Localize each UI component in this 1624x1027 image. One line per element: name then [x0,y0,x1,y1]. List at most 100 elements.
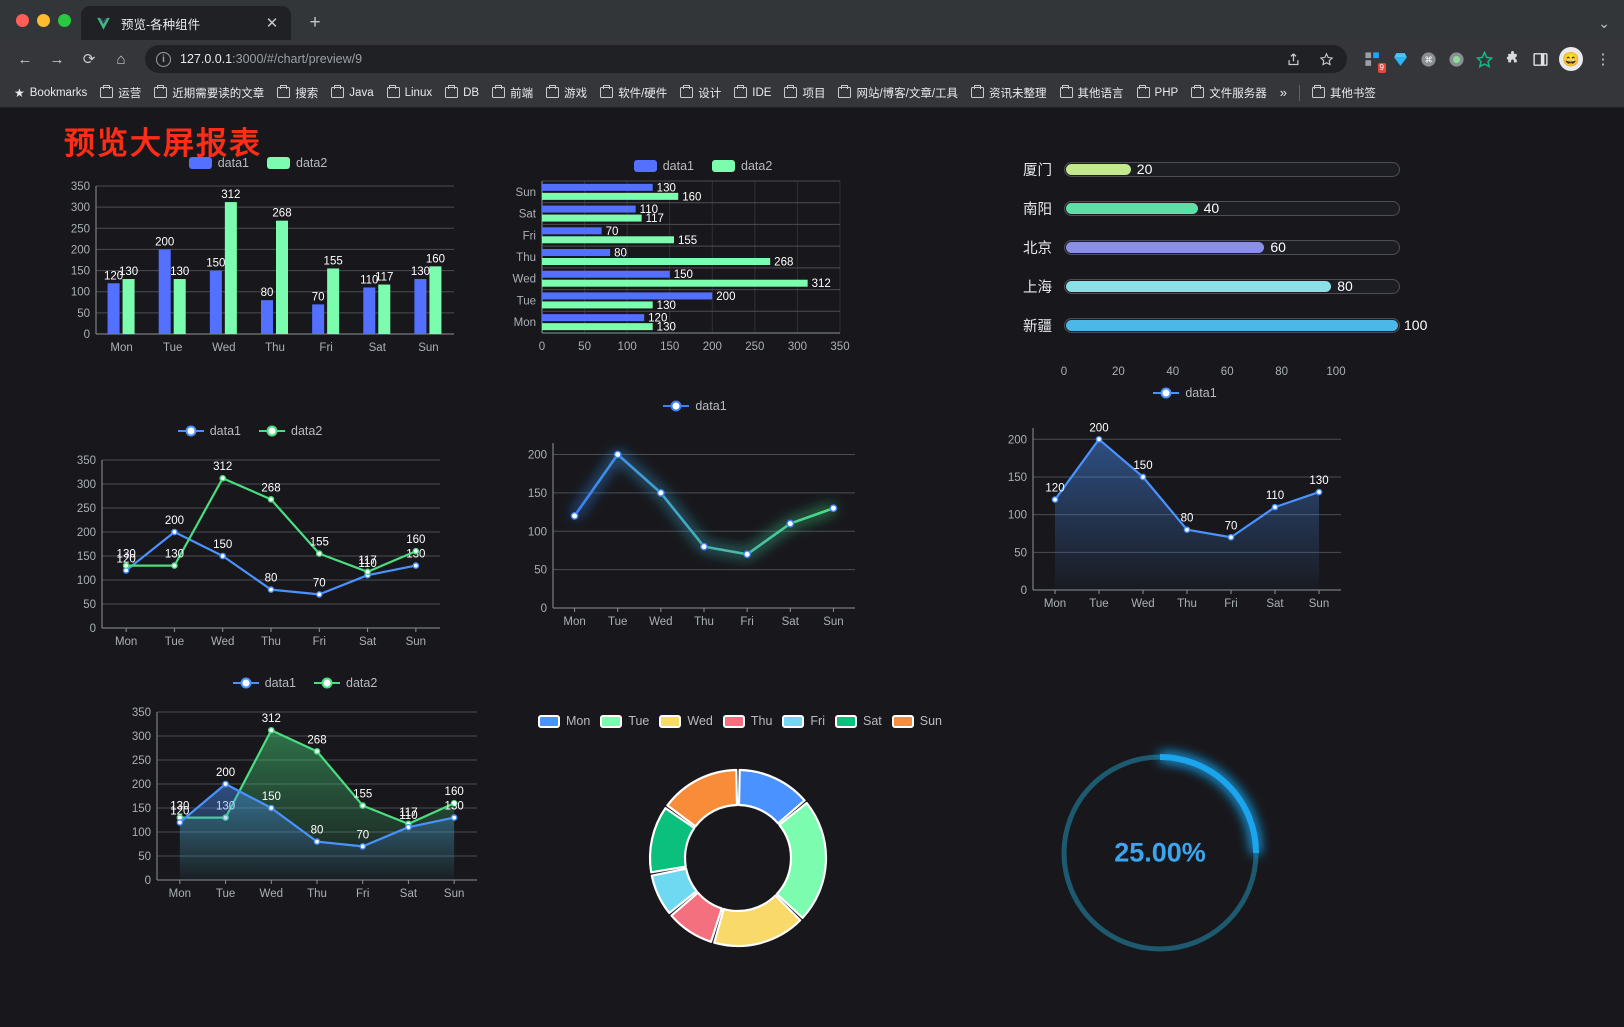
axis-tick-label: 0 [90,623,96,635]
data-label: 200 [155,236,174,248]
area-dual-plot: 0 50 100 150 200 250 300 350 Mon Tue Wed Thu Fri Sat S… [132,707,477,900]
green-circle-icon[interactable] [1447,50,1466,69]
bookmark-folder-item[interactable]: 资讯未整理 [965,82,1053,104]
diamond-icon[interactable] [1391,50,1410,69]
legend-item-data1[interactable]: data1 [663,399,727,413]
bookmark-folder-item[interactable]: PHP [1131,84,1185,102]
area-fill [179,784,455,880]
legend-item-data1[interactable]: data1 [633,159,694,173]
progress-row: 南阳 40 [1000,195,1400,221]
bookmark-folder-item[interactable]: 设计 [674,82,727,104]
close-window-button[interactable] [16,13,29,27]
axis-tick-label: Sun [823,616,843,628]
bookmarks-overflow-button[interactable]: » [1279,85,1287,100]
bookmark-folder-item[interactable]: 网站/博客/文章/工具 [832,82,964,104]
progress-track[interactable]: 100 [1064,317,1427,333]
address-bar[interactable]: i 127.0.0.1:3000/#/chart/preview/9 [145,45,1347,73]
axis-tick-label: 300 [71,202,90,214]
folder-icon [1191,85,1205,98]
legend-item-data2[interactable]: data2 [314,676,377,690]
star-outline-green-icon[interactable] [1475,50,1494,69]
pie-slice-mon[interactable] [737,768,806,825]
avatar[interactable]: 😄 [1559,47,1583,71]
folder-icon [784,85,798,98]
legend-item-data2[interactable]: data2 [267,156,327,170]
axis-tick-label: 100 [77,575,96,587]
puzzle-piece-icon[interactable] [1503,50,1522,69]
legend-item-wed[interactable]: Wed [659,714,713,728]
new-tab-button[interactable]: + [309,12,321,33]
bookmark-folder-item[interactable]: 运营 [94,82,147,104]
bookmark-folder-item[interactable]: 近期需要读的文章 [148,82,270,104]
axis-tick-label: 200 [703,341,722,353]
extensions-puzzle-grid-icon[interactable]: 9 [1363,50,1386,73]
chevron-down-icon[interactable]: ⌄ [1598,15,1610,31]
bookmark-folder-item[interactable]: DB [439,84,485,102]
axis-tick-label: Sat [782,616,800,628]
bookmark-folder-item[interactable]: 其他语言 [1054,82,1130,104]
site-info-icon[interactable]: i [156,51,171,67]
bookmark-folder-item[interactable]: 前端 [486,82,539,104]
legend-item-sun[interactable]: Sun [891,714,942,728]
maximize-window-button[interactable] [58,13,71,27]
bookmark-folder-item[interactable]: 文件服务器 [1185,82,1273,104]
axis-tick-label: Thu [307,888,327,900]
pie-slice-sat[interactable] [648,807,696,874]
axis-tick-label: Mon [514,317,536,329]
folder-icon [492,85,506,98]
folder-icon [680,85,694,98]
data-label: 117 [358,555,376,567]
pie-slice-thu[interactable] [670,891,723,943]
bookmark-folder-item[interactable]: Java [325,84,379,102]
page-title: 预览大屏报表 [64,126,262,161]
bookmark-folder-label: 项目 [802,87,826,100]
legend-item-data2[interactable]: data2 [259,424,322,438]
minimize-window-button[interactable] [37,13,50,27]
browser-tab[interactable]: 预览-各种组件 ✕ [81,6,291,40]
progress-track[interactable]: 20 [1064,161,1400,177]
pie-slice-sun[interactable] [666,768,739,828]
bar [542,323,653,331]
legend-item-fri[interactable]: Fri [782,714,825,728]
sidebar-panel-icon[interactable] [1531,50,1550,69]
progress-track[interactable]: 60 [1064,239,1400,255]
command-circle-icon[interactable]: ⌘ [1419,50,1438,69]
pie-slice-tue[interactable] [775,801,828,919]
data-point [1139,473,1147,481]
legend-item-data1[interactable]: data1 [188,156,249,170]
bookmark-folder-item[interactable]: Linux [381,84,439,102]
bookmark-folder-item[interactable]: 项目 [778,82,831,104]
bookmarks-manager-item[interactable]: ★ Bookmarks [8,83,93,103]
legend-item-data1[interactable]: data1 [232,676,296,690]
other-bookmarks-item[interactable]: 其他书签 [1306,82,1382,104]
legend-item-tue[interactable]: Tue [600,714,649,728]
close-icon[interactable]: ✕ [265,15,279,32]
share-icon[interactable] [1278,44,1308,74]
bookmark-folder-item[interactable]: 游戏 [540,82,593,104]
axis-tick-label: 100 [71,287,90,299]
browser-menu-icon[interactable]: ⋮ [1595,51,1611,68]
axis-tick-label: 100 [132,827,151,839]
home-icon[interactable]: ⌂ [116,50,126,68]
progress-track[interactable]: 40 [1064,200,1400,216]
pie-slice-fri[interactable] [650,867,698,915]
axis-tick-label: Mon [1044,598,1066,610]
bar [363,287,376,334]
legend-item-mon[interactable]: Mon [537,714,590,728]
legend-item-data1[interactable]: data1 [177,424,241,438]
bookmark-folder-item[interactable]: 软件/硬件 [594,82,673,104]
data-point [829,504,838,513]
bookmark-folder-item[interactable]: IDE [728,84,777,102]
pie-slice-wed[interactable] [713,894,802,948]
progress-track[interactable]: 80 [1064,278,1400,294]
legend-item-data1[interactable]: data1 [1153,386,1217,400]
bookmark-star-icon[interactable] [1311,44,1341,74]
legend-item-thu[interactable]: Thu [722,714,772,728]
bar [542,214,642,222]
forward-icon[interactable]: → [49,50,65,68]
back-icon[interactable]: ← [17,50,33,68]
legend-item-sat[interactable]: Sat [835,714,882,728]
legend-item-data2[interactable]: data2 [712,159,772,173]
reload-icon[interactable]: ⟳ [82,51,96,68]
bookmark-folder-item[interactable]: 搜索 [271,82,324,104]
